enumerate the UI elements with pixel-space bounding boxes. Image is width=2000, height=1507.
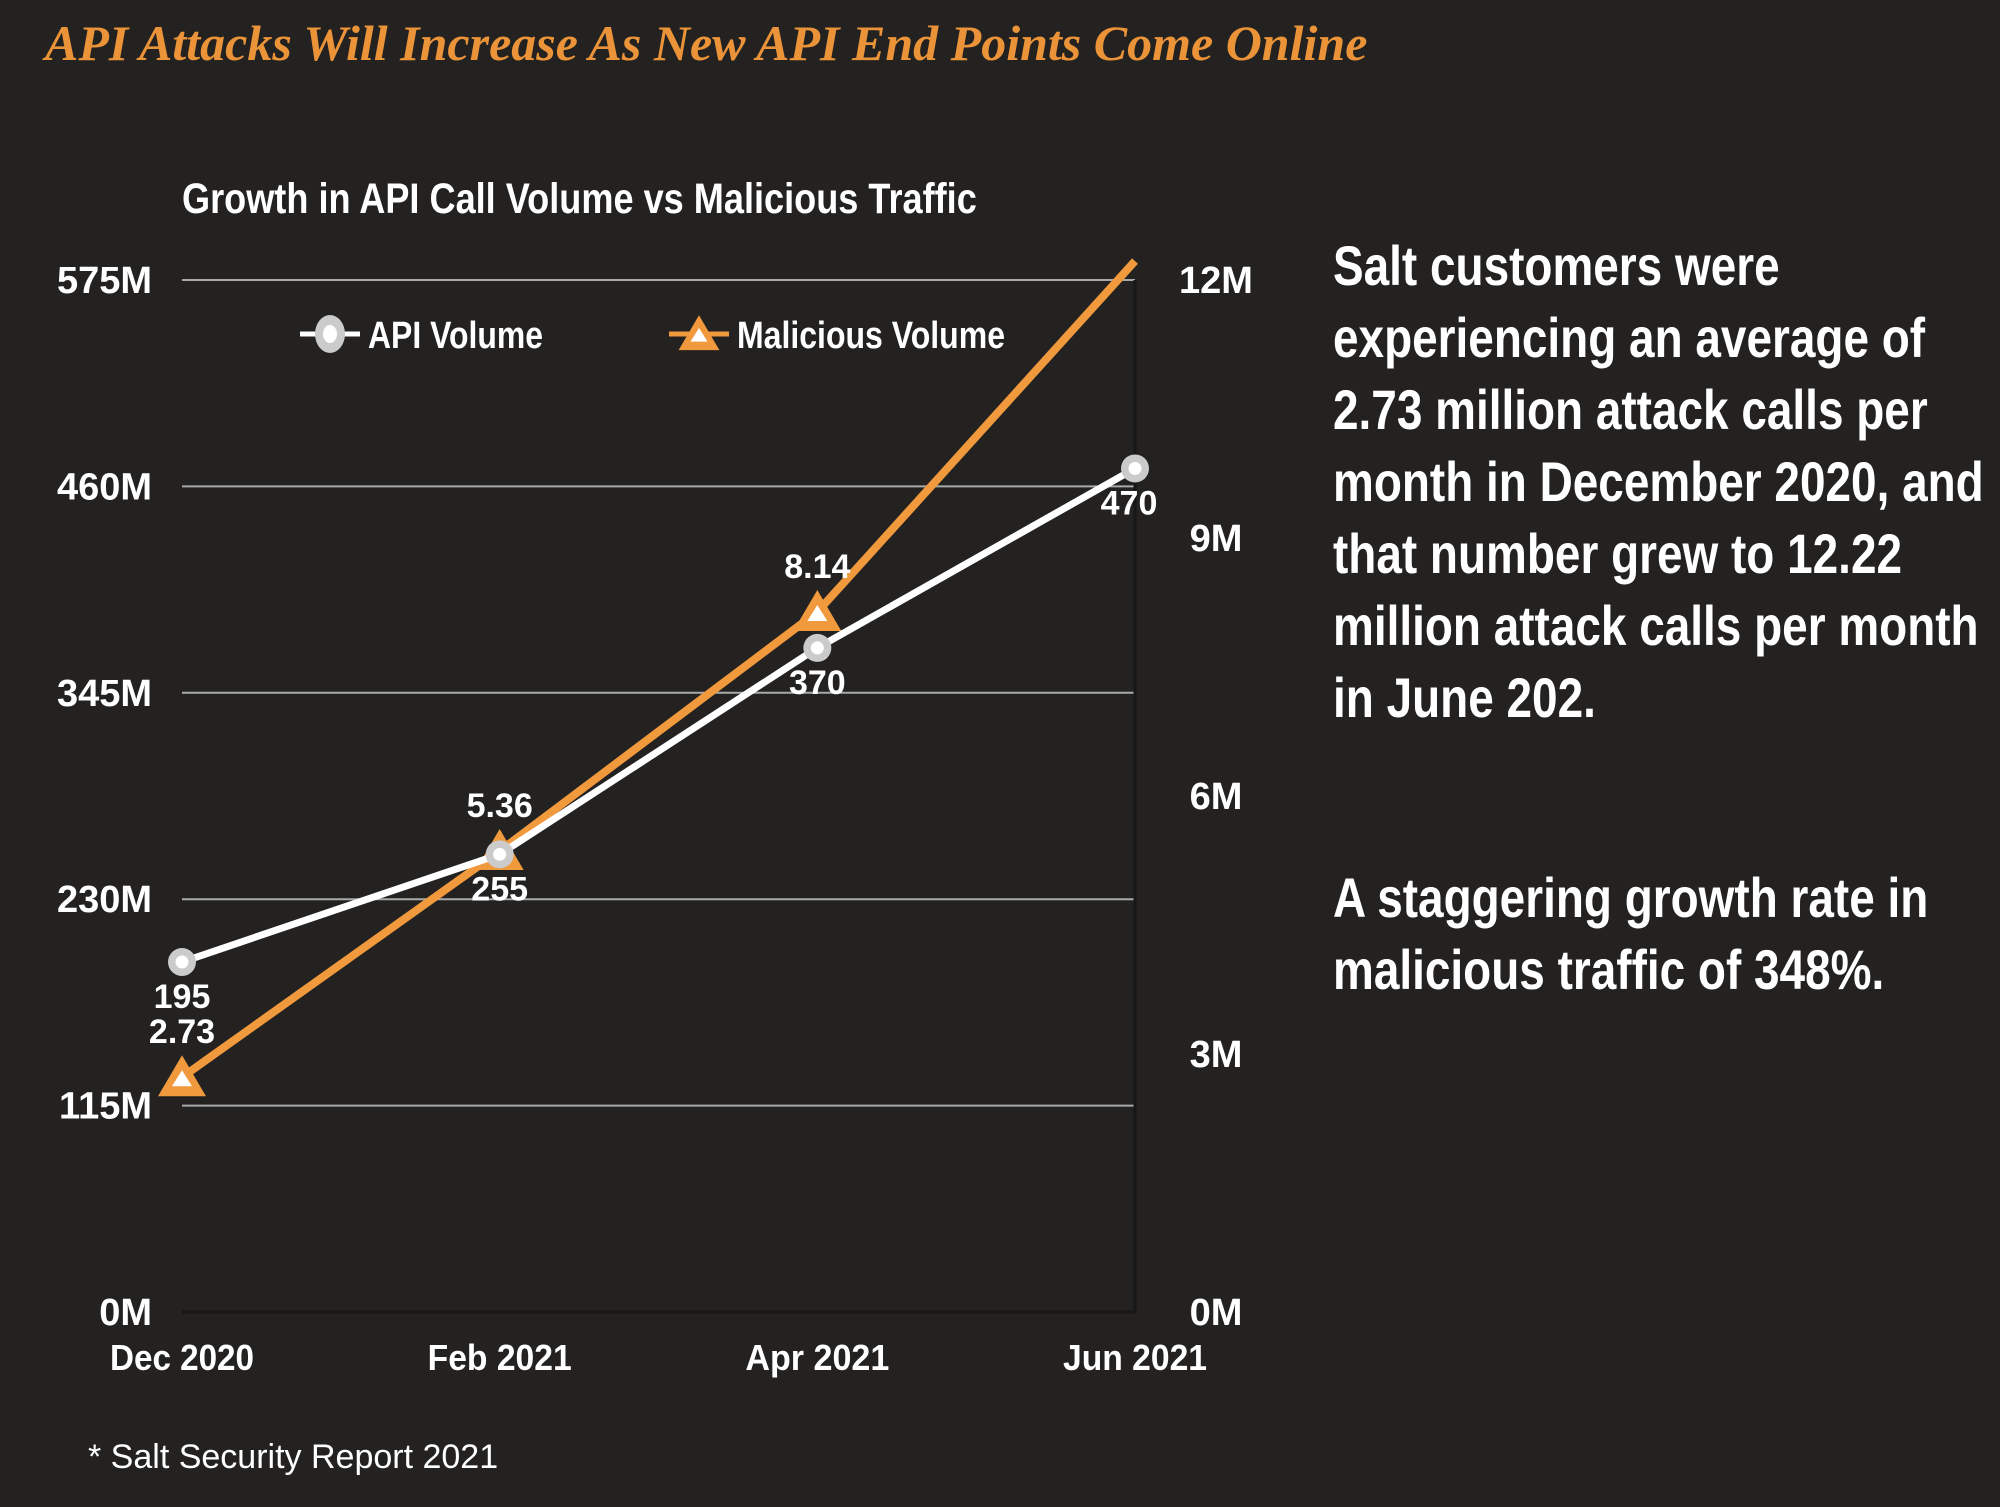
y-axis-label-right: 9M xyxy=(1190,518,1243,560)
y-axis-label-left: 115M xyxy=(59,1086,152,1128)
data-point-label: 195 xyxy=(154,978,211,1016)
y-axis-label-left: 460M xyxy=(57,466,152,508)
page-title: API Attacks Will Increase As New API End… xyxy=(45,15,1368,71)
data-point-marker-center xyxy=(493,847,507,861)
data-point-label: 470 xyxy=(1101,484,1158,522)
y-axis-label-left: 575M xyxy=(57,260,152,302)
y-axis-label-right: 12M xyxy=(1179,260,1253,302)
data-point-marker-center xyxy=(690,328,708,342)
series-line-api-volume xyxy=(180,465,1137,966)
y-axis-label-left: 345M xyxy=(57,673,152,715)
data-point-marker-center xyxy=(807,604,828,621)
data-point-marker-center xyxy=(172,1070,192,1087)
x-axis-label: Apr 2021 xyxy=(745,1337,889,1378)
data-point-marker-center xyxy=(810,641,824,655)
legend-label: Malicious Volume xyxy=(737,315,1005,357)
y-axis-label-left: 230M xyxy=(57,879,152,921)
y-axis-label-right: 3M xyxy=(1190,1034,1243,1076)
source-note: * Salt Security Report 2021 xyxy=(88,1438,499,1476)
data-point-marker-center xyxy=(175,955,189,969)
y-axis-label-left: 0M xyxy=(99,1292,152,1334)
data-point-label: 2.73 xyxy=(149,1013,215,1051)
summary-paragraph-2: A staggering growth rate in malicious tr… xyxy=(1333,866,1929,1001)
y-axis-label-right: 6M xyxy=(1190,776,1243,818)
data-point-label: 5.36 xyxy=(467,787,533,825)
summary-paragraph-1: Salt customers were experiencing an aver… xyxy=(1333,234,1984,729)
data-point-label: 8.14 xyxy=(784,548,850,586)
data-point-label: 255 xyxy=(471,870,528,908)
series-line-malicious-volume xyxy=(179,258,1138,1081)
legend-label: API Volume xyxy=(368,315,543,357)
x-axis-label: Feb 2021 xyxy=(428,1337,572,1378)
summary-text: Salt customers were experiencing an aver… xyxy=(1333,230,1989,1134)
legend-circle-marker-center xyxy=(323,325,337,343)
data-point-label: 370 xyxy=(789,664,846,702)
x-axis-label: Dec 2020 xyxy=(110,1337,254,1378)
chart-title: Growth in API Call Volume vs Malicious T… xyxy=(182,175,977,223)
y-axis-label-right: 0M xyxy=(1190,1292,1243,1334)
data-point-marker-center xyxy=(1128,461,1142,475)
x-axis-label: Jun 2021 xyxy=(1063,1337,1207,1378)
